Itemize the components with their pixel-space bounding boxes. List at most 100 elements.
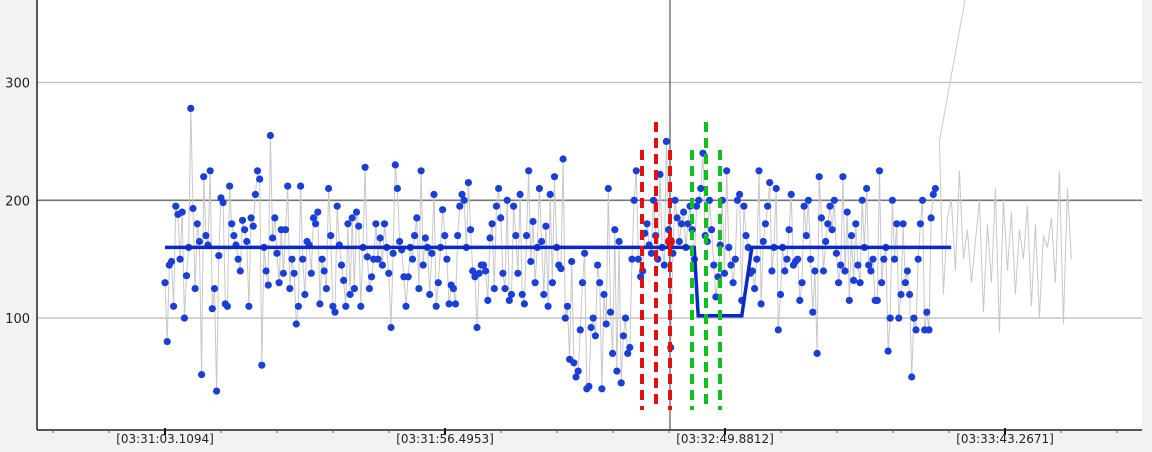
data-point	[271, 214, 279, 222]
data-point	[809, 308, 817, 316]
data-point	[385, 269, 393, 277]
data-point	[798, 279, 806, 287]
data-point	[430, 190, 438, 198]
data-point	[804, 196, 813, 204]
data-point	[918, 196, 927, 204]
data-point	[776, 290, 785, 299]
data-point	[634, 255, 643, 263]
data-point	[421, 234, 429, 242]
data-point	[589, 314, 597, 322]
data-point	[923, 308, 931, 316]
data-point	[740, 202, 748, 210]
data-point	[830, 196, 838, 204]
data-point	[329, 302, 337, 310]
data-point	[469, 267, 477, 275]
data-point	[748, 267, 757, 275]
data-point	[419, 261, 427, 269]
data-point	[660, 261, 668, 269]
data-point	[312, 220, 320, 228]
data-point	[522, 232, 531, 240]
data-point	[774, 326, 782, 334]
data-point	[895, 314, 903, 322]
data-point	[751, 285, 759, 293]
data-point	[826, 202, 834, 210]
data-point	[387, 323, 395, 332]
data-point	[884, 347, 892, 355]
data-point	[200, 173, 208, 181]
data-point	[512, 232, 520, 240]
data-point	[893, 220, 901, 228]
data-point	[316, 300, 324, 308]
data-point	[286, 285, 294, 293]
data-point	[525, 167, 533, 175]
data-point	[475, 269, 483, 277]
data-point	[538, 237, 546, 246]
data-point	[673, 214, 681, 222]
data-point	[886, 314, 894, 322]
data-point	[873, 296, 881, 304]
data-point	[492, 202, 500, 210]
data-point	[238, 216, 247, 224]
data-point	[910, 314, 918, 322]
data-point	[675, 237, 683, 246]
data-point	[314, 208, 322, 216]
data-point	[170, 302, 178, 310]
data-point	[869, 255, 877, 263]
raw-trace-tail	[938, 0, 1072, 333]
data-point	[628, 255, 636, 263]
data-point	[301, 290, 309, 299]
data-point	[514, 269, 522, 277]
data-point	[290, 269, 298, 277]
data-point	[309, 214, 318, 222]
data-point	[208, 305, 216, 313]
data-point	[914, 255, 922, 263]
data-point	[725, 243, 733, 251]
data-point	[796, 296, 804, 304]
data-point	[456, 202, 464, 210]
data-point	[251, 190, 259, 198]
data-point	[458, 190, 466, 198]
data-point	[624, 349, 632, 357]
data-point	[486, 234, 494, 242]
data-point	[210, 285, 219, 293]
data-point	[727, 261, 735, 269]
data-point	[585, 382, 593, 390]
data-point	[484, 296, 492, 304]
data-point	[845, 296, 853, 304]
data-point	[253, 167, 262, 175]
y-tick-label-100: 100	[5, 312, 30, 327]
y-tick-label-300: 300	[5, 76, 30, 91]
data-point	[213, 387, 221, 395]
data-point	[479, 261, 488, 269]
data-point	[178, 208, 186, 216]
data-point	[828, 226, 836, 234]
data-point	[563, 302, 572, 310]
data-point	[163, 338, 171, 346]
data-point	[723, 167, 731, 175]
data-point	[325, 184, 333, 193]
data-point	[443, 255, 451, 263]
data-point	[241, 226, 249, 234]
data-point	[449, 285, 457, 293]
data-point	[497, 214, 505, 222]
data-point	[464, 179, 472, 187]
data-point	[249, 222, 257, 230]
data-point	[813, 349, 821, 357]
data-point	[720, 269, 729, 277]
data-point	[824, 220, 832, 228]
data-point	[557, 265, 565, 273]
data-point	[307, 269, 315, 277]
data-point	[807, 255, 815, 263]
data-point	[880, 255, 888, 263]
data-point	[344, 220, 352, 228]
data-point	[297, 182, 305, 190]
data-point	[656, 170, 664, 178]
data-point	[182, 272, 191, 280]
data-point	[606, 308, 615, 316]
data-point	[766, 179, 774, 187]
data-point	[888, 196, 897, 204]
data-point	[361, 163, 369, 171]
data-point	[191, 285, 199, 293]
data-point	[327, 232, 335, 240]
